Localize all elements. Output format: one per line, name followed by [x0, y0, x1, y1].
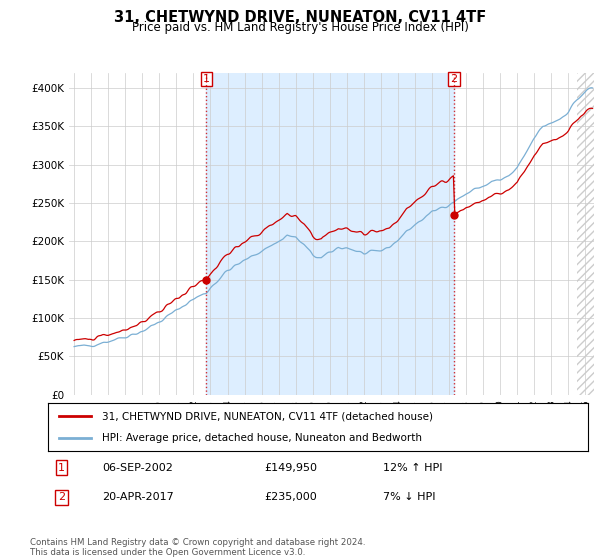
Text: 2: 2 [451, 74, 458, 85]
Text: 20-APR-2017: 20-APR-2017 [102, 492, 174, 502]
Text: 1: 1 [58, 463, 65, 473]
Text: 31, CHETWYND DRIVE, NUNEATON, CV11 4TF: 31, CHETWYND DRIVE, NUNEATON, CV11 4TF [114, 10, 486, 25]
Text: 31, CHETWYND DRIVE, NUNEATON, CV11 4TF (detached house): 31, CHETWYND DRIVE, NUNEATON, CV11 4TF (… [102, 411, 433, 421]
Bar [206, 73, 454, 395]
Text: Price paid vs. HM Land Registry's House Price Index (HPI): Price paid vs. HM Land Registry's House … [131, 21, 469, 34]
Text: 2: 2 [58, 492, 65, 502]
Text: 06-SEP-2002: 06-SEP-2002 [102, 463, 173, 473]
Text: £235,000: £235,000 [264, 492, 317, 502]
Text: 12% ↑ HPI: 12% ↑ HPI [383, 463, 442, 473]
Text: Contains HM Land Registry data © Crown copyright and database right 2024.
This d: Contains HM Land Registry data © Crown c… [30, 538, 365, 557]
Text: 7% ↓ HPI: 7% ↓ HPI [383, 492, 436, 502]
Text: £149,950: £149,950 [264, 463, 317, 473]
Text: HPI: Average price, detached house, Nuneaton and Bedworth: HPI: Average price, detached house, Nune… [102, 433, 422, 443]
Text: 1: 1 [203, 74, 210, 85]
